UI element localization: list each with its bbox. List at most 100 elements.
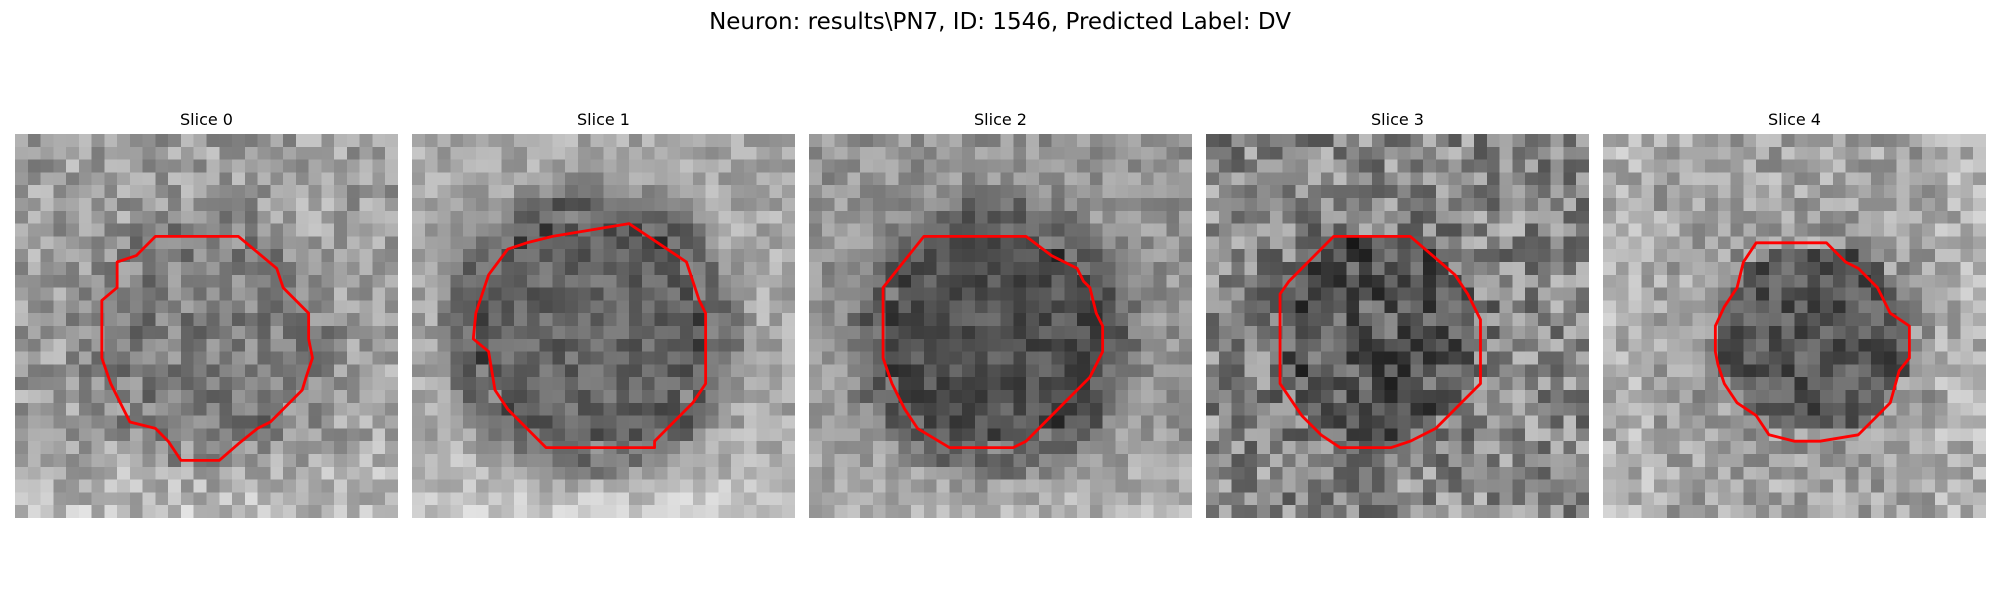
pixel — [705, 313, 719, 327]
pixel — [885, 313, 899, 327]
pixel — [1641, 364, 1655, 378]
pixel — [1102, 236, 1116, 250]
pixel — [1679, 492, 1693, 506]
pixel — [346, 146, 360, 160]
pixel — [1435, 326, 1449, 340]
pixel — [295, 134, 309, 148]
pixel — [1807, 428, 1821, 442]
pixel — [206, 262, 220, 276]
pixel — [1282, 505, 1296, 518]
pixel — [1038, 390, 1052, 404]
pixel — [1486, 326, 1500, 340]
pixel — [821, 326, 835, 340]
pixel — [1461, 313, 1475, 327]
pixel — [53, 338, 67, 352]
pixel — [424, 492, 438, 506]
pixel — [1153, 300, 1167, 314]
pixel — [1807, 146, 1821, 160]
pixel — [1756, 146, 1770, 160]
pixel — [1064, 466, 1078, 480]
pixel — [680, 505, 694, 518]
pixel — [1654, 274, 1668, 288]
pixel — [334, 274, 348, 288]
pixel — [1705, 377, 1719, 391]
pixel — [1359, 172, 1373, 186]
pixel — [1537, 313, 1551, 327]
pixel — [334, 236, 348, 250]
pixel — [1206, 505, 1220, 518]
pixel — [1512, 326, 1526, 340]
pixel — [193, 415, 207, 429]
pixel — [641, 466, 655, 480]
pixel — [1257, 313, 1271, 327]
pixel — [1140, 159, 1154, 173]
pixel — [1666, 402, 1680, 416]
pixel — [1756, 300, 1770, 314]
pixel — [1781, 390, 1795, 404]
pixel — [1269, 402, 1283, 416]
pixel — [219, 364, 233, 378]
pixel — [987, 313, 1001, 327]
pixel — [1474, 415, 1488, 429]
pixel — [667, 262, 681, 276]
pixel — [1666, 210, 1680, 224]
pixel — [936, 415, 950, 429]
pixel — [1550, 300, 1564, 314]
pixel — [1333, 223, 1347, 237]
pixel — [1026, 466, 1040, 480]
pixel — [603, 185, 617, 199]
pixel — [1563, 505, 1577, 518]
pixel — [731, 236, 745, 250]
pixel — [1486, 428, 1500, 442]
pixel — [1499, 249, 1513, 263]
pixel — [359, 210, 373, 224]
pixel — [1563, 454, 1577, 468]
pixel — [168, 274, 182, 288]
pixel — [359, 274, 373, 288]
pixel — [450, 351, 464, 365]
pixel — [1537, 159, 1551, 173]
pixel — [321, 146, 335, 160]
pixel — [1628, 402, 1642, 416]
pixel — [1051, 351, 1065, 365]
pixel — [1257, 466, 1271, 480]
pixel — [1858, 441, 1872, 455]
pixel — [1525, 390, 1539, 404]
pixel — [78, 377, 92, 391]
roi-contour — [881, 234, 1105, 450]
pixel — [1692, 274, 1706, 288]
pixel — [1781, 492, 1795, 506]
pixel — [1218, 172, 1232, 186]
pixel — [911, 172, 925, 186]
pixel — [1397, 428, 1411, 442]
pixel — [1934, 415, 1948, 429]
pixel — [692, 351, 706, 365]
pixel — [692, 326, 706, 340]
pixel — [91, 377, 105, 391]
pixel — [193, 390, 207, 404]
pixel — [1871, 172, 1885, 186]
pixel — [1960, 159, 1974, 173]
pixel — [1410, 377, 1424, 391]
pixel — [346, 338, 360, 352]
pixel — [1486, 313, 1500, 327]
pixel — [667, 454, 681, 468]
pixel — [1563, 313, 1577, 327]
pixel — [1563, 134, 1577, 148]
pixel — [1397, 377, 1411, 391]
pixel — [1140, 223, 1154, 237]
pixel — [27, 351, 41, 365]
pixel — [974, 313, 988, 327]
pixel — [1563, 159, 1577, 173]
pixel — [1244, 326, 1258, 340]
pixel — [1102, 300, 1116, 314]
pixel — [219, 262, 233, 276]
pixel — [539, 134, 553, 148]
pixel — [219, 134, 233, 148]
pixel — [1832, 492, 1846, 506]
pixel — [91, 428, 105, 442]
pixel — [590, 134, 604, 148]
pixel — [1064, 146, 1078, 160]
pixel — [1832, 351, 1846, 365]
pixel — [1384, 377, 1398, 391]
